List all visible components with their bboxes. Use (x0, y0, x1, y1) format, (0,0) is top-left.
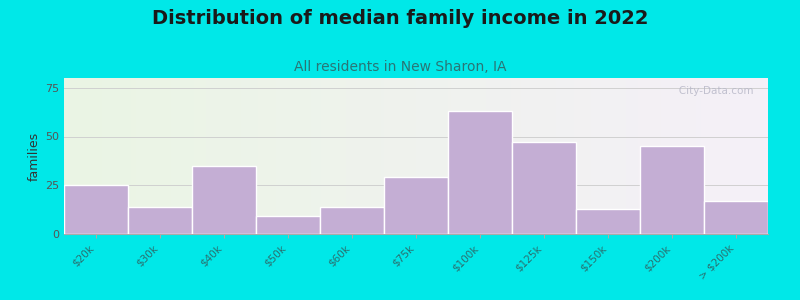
Bar (128, 207, 192, 234)
Bar (64, 185, 128, 234)
Bar (704, 201, 768, 234)
Bar (512, 142, 576, 234)
Bar (192, 166, 256, 234)
Bar (640, 146, 704, 234)
Bar (384, 177, 448, 234)
Bar (320, 207, 384, 234)
Y-axis label: families: families (28, 131, 41, 181)
Bar (256, 217, 320, 234)
Text: City-Data.com: City-Data.com (670, 86, 754, 96)
Bar (448, 111, 512, 234)
Text: All residents in New Sharon, IA: All residents in New Sharon, IA (294, 60, 506, 74)
Text: Distribution of median family income in 2022: Distribution of median family income in … (152, 9, 648, 28)
Bar (576, 209, 640, 234)
